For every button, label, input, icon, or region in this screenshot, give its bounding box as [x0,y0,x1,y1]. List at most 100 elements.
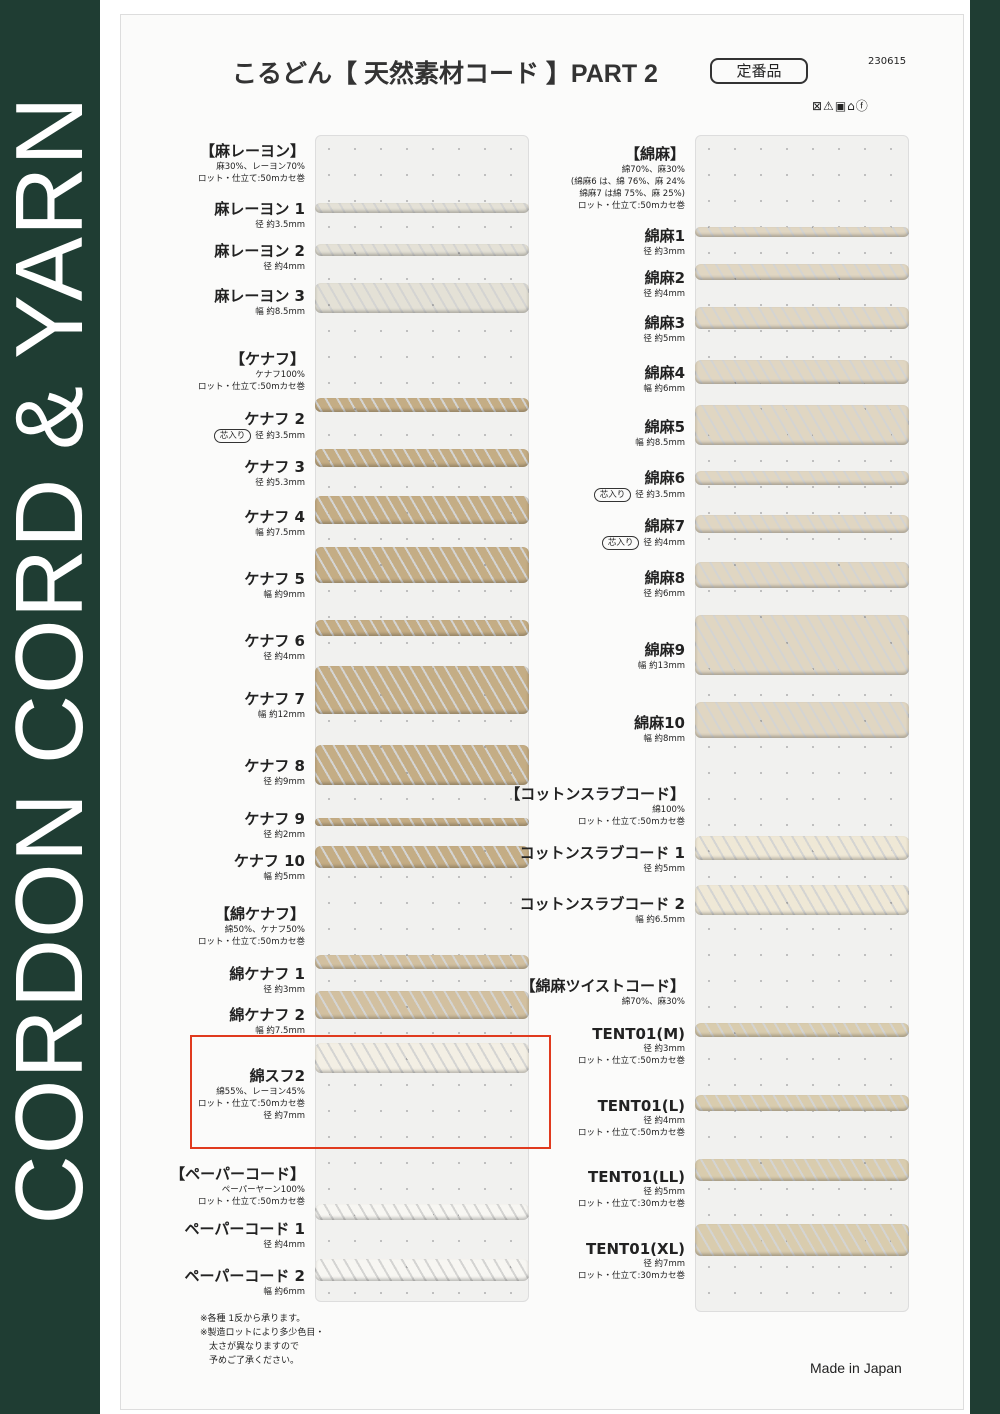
spec-line: 径 約4mm [105,651,305,663]
cord-sample [315,666,529,714]
spec-line: ロット・仕立て:50mカセ巻 [105,1196,305,1208]
spec-text: 径 約7mm [263,1111,305,1121]
spec-text: 綿50%、ケナフ50% [224,925,305,935]
product-name: 麻レーヨン 1 [214,200,305,218]
spec-text: 幅 約8.5mm [635,438,685,448]
product-item: 麻レーヨン 2 径 約4mm [105,240,305,273]
product-name: ペーパーコード 1 [184,1220,305,1238]
spec-text: 径 約4mm [263,1240,305,1250]
product-name: 綿麻2 [644,269,685,287]
cord-sample [695,1023,909,1037]
product-item: ペーパーコード 1 径 約4mm [105,1218,305,1251]
cord-sample [695,471,909,485]
cord-sample [315,244,529,256]
spec-line: 綿70%、麻30% [485,164,685,176]
spec-line: 径 約3mm [105,984,305,996]
spec-line: 幅 約6mm [105,1286,305,1298]
product-name: ケナフ 4 [244,508,305,526]
spec-line: 径 約3mm [485,246,685,258]
side-band: CORDON CORD & YARN [0,0,103,1414]
spec-text: ロット・仕立て:30mカセ巻 [578,1199,685,1209]
product-name: ケナフ 7 [244,690,305,708]
spec-text: 麻30%、レーヨン70% [216,162,305,172]
product-name: 綿麻5 [644,418,685,436]
product-item: ケナフ 3 径 約5.3mm [105,456,305,489]
product-name: コットンスラブコード 1 [519,844,685,862]
spec-line: 幅 約8.5mm [105,306,305,318]
cord-sample [695,264,909,280]
spec-line: 幅 約9mm [105,589,305,601]
spec-line: 幅 約6mm [485,383,685,395]
spec-text: 径 約3mm [263,985,305,995]
spec-text: 幅 約5mm [263,872,305,882]
product-item: 綿ケナフ 2 幅 約7.5mm [105,1004,305,1037]
cord-sample [315,203,529,213]
product-name: 綿麻3 [644,314,685,332]
group-header: 【麻レーヨン】 麻30%、レーヨン70% ロット・仕立て:50mカセ巻 [105,140,305,185]
product-name: ペーパーコード 2 [184,1267,305,1285]
product-item: TENT01(XL) 径 約7mm ロット・仕立て:30mカセ巻 [485,1240,685,1282]
spec-line: 径 約5.3mm [105,477,305,489]
product-item: TENT01(M) 径 約3mm ロット・仕立て:50mカセ巻 [485,1025,685,1067]
spec-text: 綿55%、レーヨン45% [216,1087,305,1097]
cord-sample [315,1204,529,1220]
spec-text: 幅 約7.5mm [255,1026,305,1036]
spec-line: 径 約5mm [485,333,685,345]
product-name: ケナフ 5 [244,570,305,588]
product-item: 綿ケナフ 1 径 約3mm [105,963,305,996]
spec-line: ペーパーヤーン100% [105,1184,305,1196]
spec-text: ペーパーヤーン100% [221,1185,305,1195]
cord-sample [695,1224,909,1256]
spec-text: ロット・仕立て:30mカセ巻 [578,1271,685,1281]
spec-line: 径 約4mm [105,1239,305,1251]
product-item: コットンスラブコード 2 幅 約6.5mm [485,893,685,926]
spec-line: 幅 約5mm [105,871,305,883]
group-header: 【ペーパーコード】 ペーパーヤーン100% ロット・仕立て:50mカセ巻 [105,1163,305,1208]
note-line: 予めご了承ください。 [200,1356,300,1366]
made-in-label: Made in Japan [810,1360,902,1376]
cord-sample [315,846,529,868]
spec-text: (綿麻6 は、綿 76%、麻 24% [570,177,685,187]
product-item: TENT01(LL) 径 約5mm ロット・仕立て:30mカセ巻 [485,1168,685,1210]
cord-sample [695,1159,909,1181]
group-header: 【綿麻ツイストコード】 綿70%、麻30% [485,975,685,1008]
cord-sample [695,405,909,445]
cord-sample [695,615,909,675]
spec-text: ケナフ100% [255,370,305,380]
product-name: 綿麻10 [634,714,685,732]
spec-line: 幅 約6.5mm [485,914,685,926]
note-line: 太さが異なりますので [200,1342,300,1352]
cord-sample [315,991,529,1019]
spec-text: ロット・仕立て:50mカセ巻 [198,937,305,947]
product-name: コットンスラブコード 2 [519,895,685,913]
spec-line: 芯入り径 約4mm [485,536,685,550]
product-item: 麻レーヨン 3 幅 約8.5mm [105,285,305,318]
spec-text: 径 約3.5mm [255,220,305,230]
product-name: ケナフ 2 [244,410,305,428]
spec-text: 径 約3.5mm [255,431,305,441]
product-item: 綿麻6 芯入り径 約3.5mm [485,467,685,502]
care-symbols-icon: ⊠⚠▣⌂ⓕ [812,99,869,113]
spec-text: 径 約7mm [643,1259,685,1269]
spec-text: ロット・仕立て:50mカセ巻 [578,1056,685,1066]
spec-line: 幅 約7.5mm [105,1025,305,1037]
group-title: 【綿麻ツイストコード】 [520,977,685,995]
group-header: 【綿ケナフ】 綿50%、ケナフ50% ロット・仕立て:50mカセ巻 [105,903,305,948]
product-name: ケナフ 3 [244,458,305,476]
side-band-text: CORDON CORD & YARN [0,95,103,1225]
cord-sample [695,515,909,533]
catalog-code: 230615 [868,56,907,67]
product-item: 綿麻4 幅 約6mm [485,362,685,395]
cord-sample [315,398,529,412]
spec-text: 幅 約6mm [263,1287,305,1297]
product-item: ケナフ 9 径 約2mm [105,808,305,841]
spec-text: 幅 約13mm [637,661,685,671]
spec-text: 径 約4mm [643,538,685,548]
spec-line: ロット・仕立て:50mカセ巻 [105,1098,305,1110]
spec-line: 麻30%、レーヨン70% [105,161,305,173]
spec-text: 綿麻7 は綿 75%、麻 25%) [579,189,685,199]
product-item: ケナフ 4 幅 約7.5mm [105,506,305,539]
cord-sample [695,702,909,738]
spec-line: 径 約6mm [485,588,685,600]
core-badge: 芯入り [601,536,640,550]
